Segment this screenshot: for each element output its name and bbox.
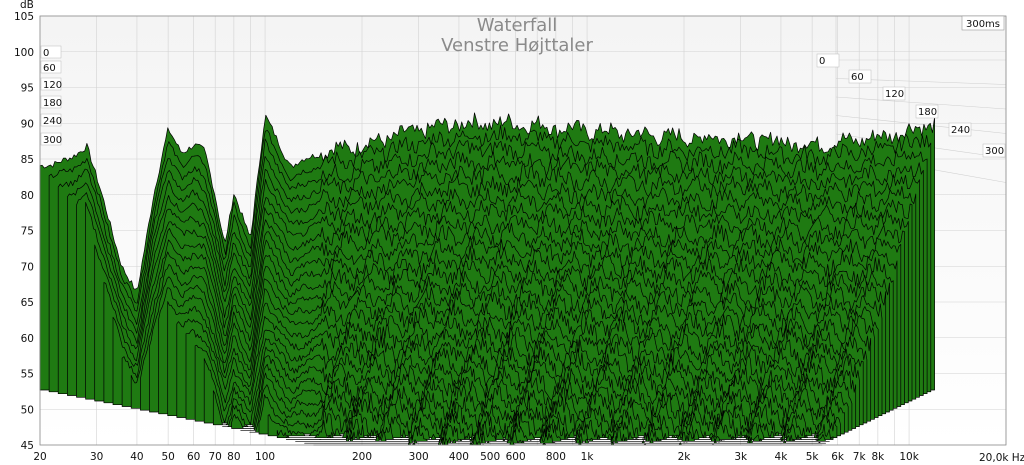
right-depth-label: 240 bbox=[951, 125, 970, 136]
left-depth-label-box bbox=[40, 60, 62, 74]
x-axis: 20 30 40 50 60 70 80 100 200 300 400 500 600 800 1k 2k 3… bbox=[33, 451, 919, 463]
y-tick-label: 65 bbox=[21, 297, 34, 309]
waterfall-surface bbox=[39, 112, 935, 446]
waterfall-slice bbox=[295, 420, 830, 442]
x-tick-label: 50 bbox=[161, 451, 174, 463]
time-depth-labels: 0 60 120 180 240 300 0 60 120 180 240 300 bbox=[40, 45, 1006, 158]
left-depth-label: 180 bbox=[43, 98, 62, 109]
time-span-box bbox=[961, 15, 1005, 31]
left-depth-label: 120 bbox=[43, 80, 62, 91]
x-tick-label: 7k bbox=[853, 451, 867, 463]
y-tick-label: 75 bbox=[21, 226, 34, 238]
right-depth-label-box bbox=[882, 86, 906, 101]
x-tick-label: 400 bbox=[449, 451, 469, 463]
x-tick-label: 40 bbox=[130, 451, 143, 463]
y-tick-label: 80 bbox=[21, 190, 34, 202]
left-depth-label-box bbox=[40, 95, 62, 109]
left-depth-label-box bbox=[40, 132, 62, 146]
right-depth-label: 60 bbox=[851, 72, 864, 83]
right-depth-label: 0 bbox=[819, 56, 825, 67]
plot-frame bbox=[39, 15, 1007, 446]
left-depth-label: 240 bbox=[43, 116, 62, 127]
right-depth-label-box bbox=[816, 53, 840, 68]
y-tick-label: 60 bbox=[21, 333, 34, 345]
x-tick-label: 70 bbox=[209, 451, 222, 463]
y-axis-label: dB bbox=[20, 0, 34, 11]
x-tick-label: 1k bbox=[581, 451, 595, 463]
y-tick-label: 90 bbox=[21, 118, 34, 130]
left-depth-label-box bbox=[40, 113, 62, 127]
chart-subtitle: Venstre Højttaler bbox=[441, 35, 593, 56]
x-tick-label: 10k bbox=[899, 451, 919, 463]
chart-title: Waterfall bbox=[477, 15, 558, 36]
x-tick-label: 60 bbox=[187, 451, 200, 463]
left-depth-label: 300 bbox=[43, 135, 62, 146]
right-depth-label-box bbox=[848, 69, 872, 84]
right-depth-label-box bbox=[948, 122, 972, 137]
right-depth-label: 180 bbox=[918, 107, 937, 118]
x-tick-label: 800 bbox=[546, 451, 566, 463]
x-tick-label: 6k bbox=[831, 451, 845, 463]
x-tick-label: 3k bbox=[734, 451, 748, 463]
x-tick-label: 5k bbox=[806, 451, 820, 463]
x-tick-label: 20 bbox=[33, 451, 46, 463]
x-tick-label: 2k bbox=[678, 451, 692, 463]
y-tick-label: 85 bbox=[21, 154, 34, 166]
x-axis-unit-label: 20,0k Hz bbox=[979, 452, 1024, 464]
x-tick-label: 500 bbox=[480, 451, 500, 463]
left-depth-label: 0 bbox=[43, 48, 49, 59]
y-tick-label: 55 bbox=[21, 369, 34, 381]
x-tick-label: 4k bbox=[775, 451, 789, 463]
x-tick-label: 8k bbox=[871, 451, 885, 463]
x-tick-label: 200 bbox=[352, 451, 372, 463]
x-tick-label: 80 bbox=[227, 451, 240, 463]
y-tick-label: 50 bbox=[21, 404, 34, 416]
left-depth-label-box bbox=[40, 45, 62, 59]
right-depth-label: 120 bbox=[885, 89, 904, 100]
y-tick-label: 70 bbox=[21, 261, 34, 273]
plot-border bbox=[39, 15, 1007, 446]
y-tick-label: 100 bbox=[14, 47, 34, 59]
y-tick-label: 95 bbox=[21, 83, 34, 95]
depth-gridline bbox=[835, 115, 1007, 134]
right-depth-label-box bbox=[982, 143, 1006, 158]
right-depth-label: 300 bbox=[985, 146, 1004, 157]
x-tick-label: 30 bbox=[90, 451, 103, 463]
depth-gridline bbox=[835, 96, 1007, 110]
x-tick-label: 600 bbox=[506, 451, 526, 463]
waterfall-slice bbox=[304, 429, 826, 444]
y-axis: 105 100 95 90 85 80 75 70 65 60 55 50 45 bbox=[14, 11, 34, 452]
y-tick-label: 45 bbox=[21, 440, 34, 452]
right-depth-label-box bbox=[915, 104, 939, 119]
y-tick-label: 105 bbox=[14, 11, 34, 23]
x-tick-label: 300 bbox=[409, 451, 429, 463]
left-depth-label-box bbox=[40, 77, 62, 91]
left-depth-label: 60 bbox=[43, 63, 56, 74]
x-tick-label: 100 bbox=[255, 451, 275, 463]
time-span-label: 300ms bbox=[966, 19, 1000, 30]
